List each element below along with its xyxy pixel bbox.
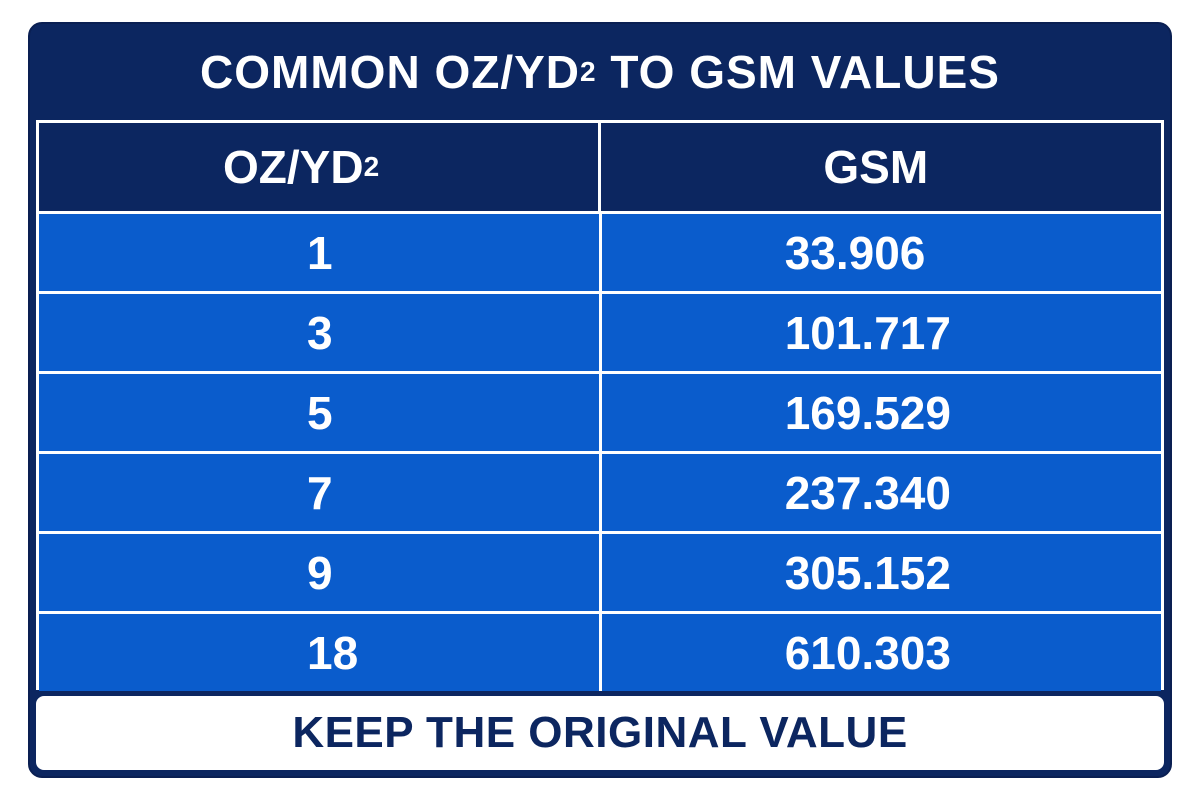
page-title: COMMON OZ/YD 2 TO GSM VALUES [30,24,1170,120]
column-divider [598,534,602,611]
gsm-cell: 610.303 [601,614,1161,691]
oz-cell: 1 [39,214,599,291]
oz-cell: 3 [39,294,599,371]
table-row: 5 169.529 [39,374,1161,451]
column-header-oz-superscript: 2 [363,151,380,182]
column-divider [598,214,602,291]
table-header-row: OZ/YD 2 GSM [39,123,1161,211]
title-main: COMMON OZ/YD [200,46,581,98]
column-divider [598,123,602,211]
column-header-oz: OZ/YD 2 [39,123,599,211]
gsm-cell: 237.340 [601,454,1161,531]
conversion-card: COMMON OZ/YD 2 TO GSM VALUES OZ/YD 2 GSM 1… [28,22,1172,778]
footer-note: KEEP THE ORIGINAL VALUE [34,694,1166,772]
title-rest: TO GSM VALUES [596,46,1000,98]
table-row: 1 33.906 [39,214,1161,291]
oz-cell: 7 [39,454,599,531]
column-divider [598,614,602,691]
oz-cell: 5 [39,374,599,451]
column-divider [598,374,602,451]
column-header-gsm: GSM [601,123,1161,211]
table-row: 7 237.340 [39,454,1161,531]
conversion-table: OZ/YD 2 GSM 1 33.906 3 101.717 5 169.529 7 237.3… [36,120,1164,691]
table-row: 9 305.152 [39,534,1161,611]
title-superscript: 2 [580,56,597,87]
column-header-oz-text: OZ/YD [223,141,364,193]
table-row: 18 610.303 [39,614,1161,691]
oz-cell: 18 [39,614,599,691]
oz-cell: 9 [39,534,599,611]
table-row: 3 101.717 [39,294,1161,371]
gsm-cell: 305.152 [601,534,1161,611]
column-divider [598,454,602,531]
gsm-cell: 33.906 [601,214,1161,291]
gsm-cell: 101.717 [601,294,1161,371]
column-divider [598,294,602,371]
gsm-cell: 169.529 [601,374,1161,451]
